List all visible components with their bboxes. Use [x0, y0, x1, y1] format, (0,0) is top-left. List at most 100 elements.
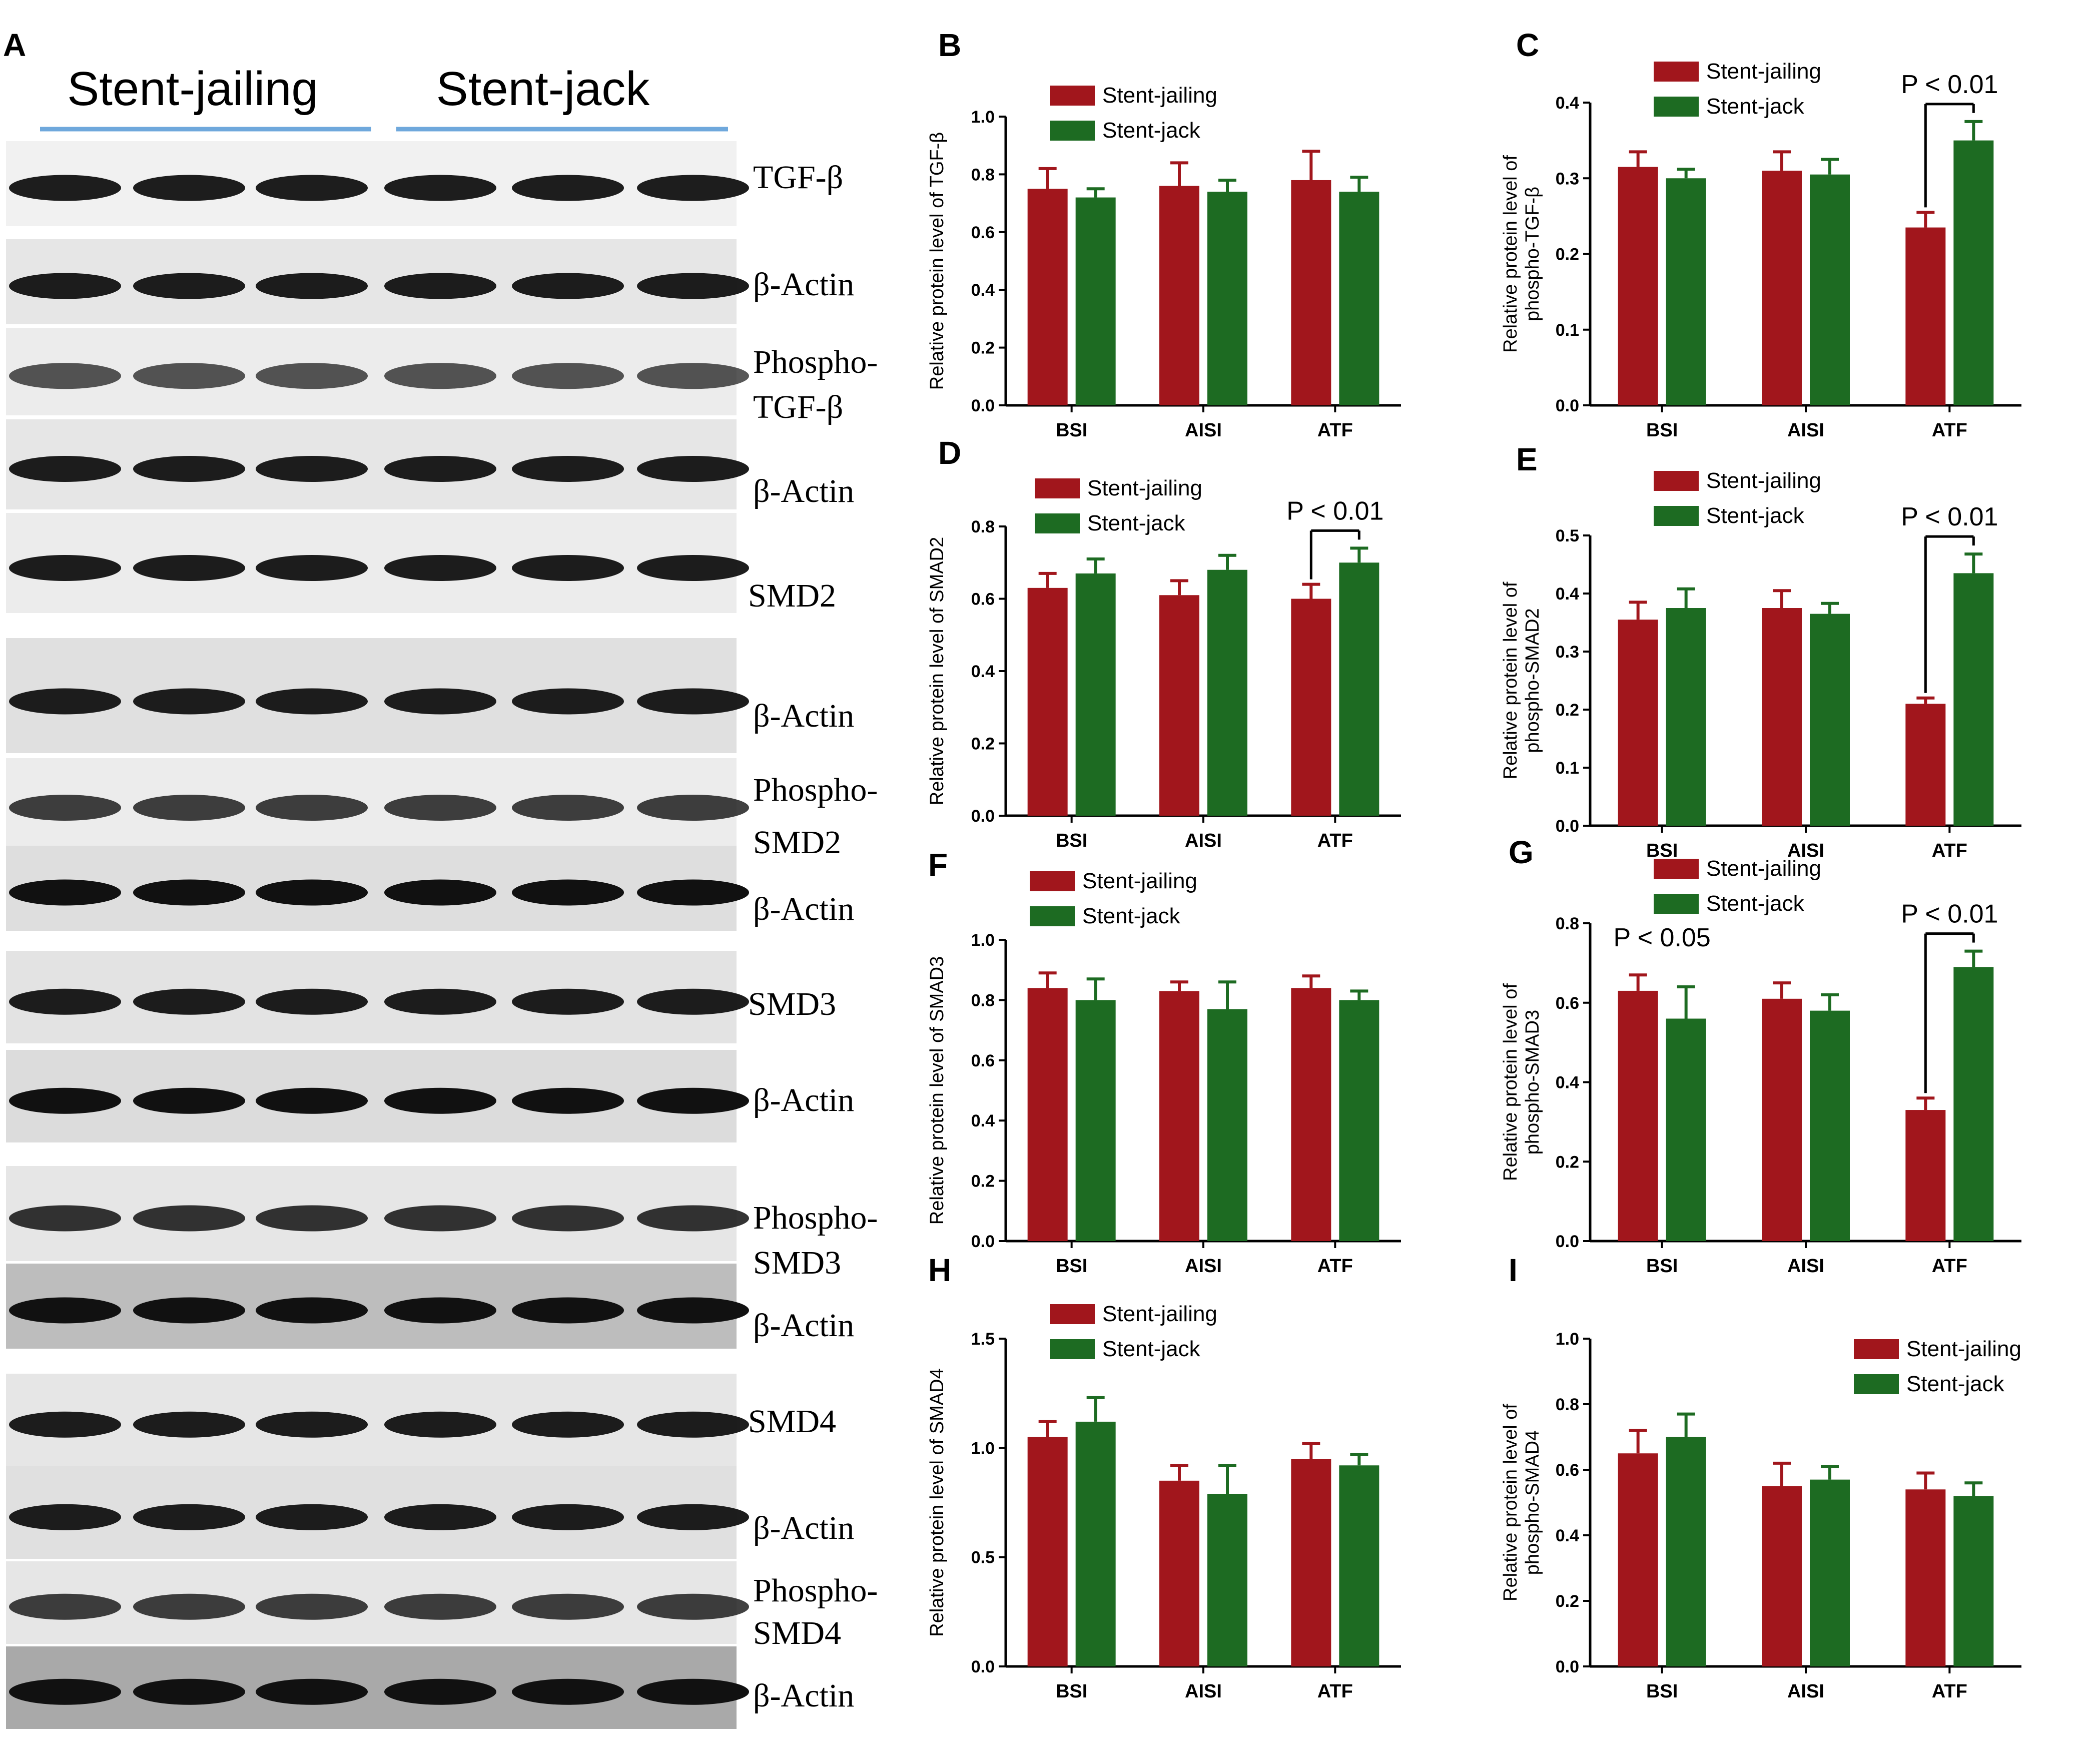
bar-jailing-atf: [1291, 180, 1331, 405]
x-tick-label: BSI: [1646, 840, 1678, 861]
bar-jailing-bsi: [1618, 167, 1658, 405]
bar-jack-atf: [1953, 1496, 1994, 1666]
blot-band: [384, 555, 496, 581]
bar-jailing-bsi: [1027, 588, 1068, 816]
bar-jailing-atf: [1905, 1110, 1946, 1241]
blot-row-label: β-Actin: [753, 1677, 854, 1714]
blot-band: [637, 555, 749, 581]
y-tick-label: 0.6: [1556, 1461, 1579, 1480]
blot-band: [133, 1205, 245, 1232]
bar-jack-aisi: [1207, 569, 1247, 816]
blot-band: [384, 456, 496, 482]
blot-band: [637, 175, 749, 201]
blot-band: [133, 1593, 245, 1620]
blot-band: [637, 273, 749, 299]
bar-jailing-bsi: [1618, 620, 1658, 826]
bar-jailing-atf: [1905, 227, 1946, 405]
blot-band: [512, 1593, 624, 1620]
blot-band: [384, 1678, 496, 1705]
bar-jack-bsi: [1075, 197, 1116, 405]
y-axis-label: Relative protein level of: [1500, 1404, 1521, 1601]
y-axis-label: phospho-SMAD4: [1522, 1430, 1543, 1575]
blot-band: [384, 879, 496, 906]
bar-jailing-aisi: [1762, 608, 1802, 826]
p-value-label: P < 0.01: [1901, 70, 1998, 99]
x-tick-label: BSI: [1056, 1256, 1087, 1277]
bar-jailing-bsi: [1027, 1437, 1068, 1666]
legend-swatch: [1050, 86, 1095, 106]
bar-charts: B 0.0 0.2 0.4 0.6 0.8 1.0 Relative protein leve…: [927, 27, 2021, 1702]
blot-band: [9, 175, 121, 201]
blot-row-label: TGF-β: [753, 389, 843, 425]
blot-band: [512, 1297, 624, 1324]
panel-letter: G: [1509, 834, 1534, 870]
y-tick-label: 0.0: [1556, 1232, 1579, 1251]
legend-swatch: [1654, 859, 1699, 879]
y-tick-label: 0.2: [1556, 701, 1579, 720]
x-tick-label: ATF: [1317, 830, 1353, 851]
legend-label: Stent-jailing: [1082, 869, 1197, 893]
blot-band: [637, 795, 749, 821]
bar-jack-aisi: [1207, 1009, 1247, 1241]
legend-swatch: [1854, 1374, 1899, 1394]
y-tick-label: 0.6: [971, 1051, 995, 1070]
blot-band: [512, 1504, 624, 1530]
y-axis-label: Relative protein level of SMAD3: [927, 956, 948, 1225]
bar-jailing-aisi: [1159, 1480, 1199, 1666]
bar-jailing-atf: [1905, 704, 1946, 826]
legend-label: Stent-jailing: [1706, 468, 1821, 493]
blot-band: [256, 456, 368, 482]
blot-band: [256, 1411, 368, 1438]
legend-label: Stent-jailing: [1087, 476, 1202, 500]
legend-label: Stent-jailing: [1102, 1302, 1217, 1326]
blot-band: [133, 456, 245, 482]
bar-jack-aisi: [1810, 614, 1850, 826]
blot-band: [384, 1504, 496, 1530]
panel-letter: E: [1516, 441, 1538, 477]
blot-band: [133, 555, 245, 581]
blot-band: [9, 555, 121, 581]
y-tick-label: 0.0: [971, 807, 995, 826]
y-tick-label: 0.2: [971, 339, 995, 358]
blot-row-label: Phospho-: [753, 1200, 878, 1236]
x-tick-label: AISI: [1787, 420, 1824, 441]
y-tick-label: 0.4: [1556, 94, 1579, 113]
y-tick-label: 0.0: [971, 1657, 995, 1676]
y-tick-label: 0.2: [1556, 1592, 1579, 1611]
blot-band: [384, 175, 496, 201]
panel-letter-a: A: [3, 27, 26, 63]
legend-label: Stent-jailing: [1706, 59, 1821, 84]
blot-row-label: β-Actin: [753, 891, 854, 927]
x-tick-label: BSI: [1646, 1681, 1678, 1702]
blot-band: [637, 1297, 749, 1324]
bar-jailing-bsi: [1618, 1453, 1658, 1666]
blot-band: [9, 688, 121, 715]
blot-band: [133, 1087, 245, 1114]
x-tick-label: AISI: [1185, 1256, 1222, 1277]
y-tick-label: 0.0: [1556, 396, 1579, 415]
x-tick-label: ATF: [1317, 1256, 1353, 1277]
y-tick-label: 0.0: [1556, 1657, 1579, 1676]
bar-jack-atf: [1953, 573, 1994, 826]
y-axis-label: Relative protein level of: [1500, 581, 1521, 779]
blot-band: [256, 363, 368, 389]
panel-letter: F: [928, 847, 948, 883]
blot-band: [512, 175, 624, 201]
blot-band: [512, 879, 624, 906]
blot-row-label: Phospho-: [753, 344, 878, 380]
blot-row-label: β-Actin: [753, 698, 854, 734]
blot-band: [9, 456, 121, 482]
y-tick-label: 0.6: [971, 223, 995, 242]
blot-band: [637, 879, 749, 906]
blot-band: [133, 1504, 245, 1530]
blot-band: [384, 273, 496, 299]
blot-band: [512, 795, 624, 821]
y-axis-label: phospho-SMAD2: [1522, 608, 1543, 753]
legend-label: Stent-jack: [1706, 503, 1805, 528]
y-tick-label: 0.8: [971, 517, 995, 536]
bar-jack-atf: [1953, 140, 1994, 405]
legend-swatch: [1050, 1304, 1095, 1324]
blot-row-label: SMD3: [748, 986, 836, 1022]
blot-band: [256, 555, 368, 581]
